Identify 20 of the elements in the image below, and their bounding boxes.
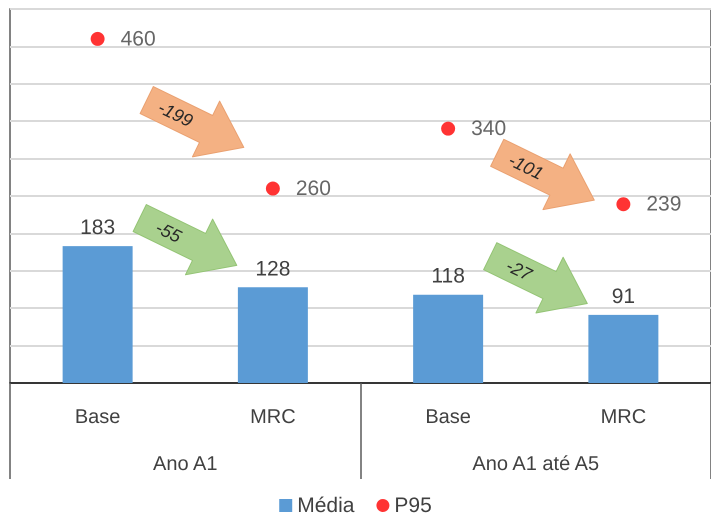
data-label: 183 bbox=[80, 216, 116, 240]
x-tick-label: Base bbox=[425, 406, 471, 428]
annotation: -101 bbox=[505, 150, 547, 184]
data-label: 340 bbox=[471, 117, 506, 140]
data-label: 460 bbox=[120, 27, 156, 50]
legend-label: P95 bbox=[394, 494, 432, 517]
x-tick-label: Base bbox=[74, 406, 120, 428]
annotation: -55 bbox=[152, 217, 186, 248]
text: Ano A1 até A5 bbox=[472, 453, 600, 475]
x-tick-label: MRC bbox=[600, 406, 646, 428]
text: Ano A1 bbox=[152, 453, 218, 475]
data-label: 91 bbox=[612, 284, 636, 308]
annotation: -27 bbox=[502, 256, 536, 286]
data-label: 260 bbox=[296, 177, 331, 200]
x-tick-label: MRC bbox=[250, 406, 296, 428]
data-label: 128 bbox=[255, 257, 290, 280]
annotation: -199 bbox=[154, 97, 196, 131]
data-label: 239 bbox=[646, 192, 682, 216]
legend-label: Média bbox=[297, 494, 355, 517]
data-label: 118 bbox=[431, 264, 465, 288]
